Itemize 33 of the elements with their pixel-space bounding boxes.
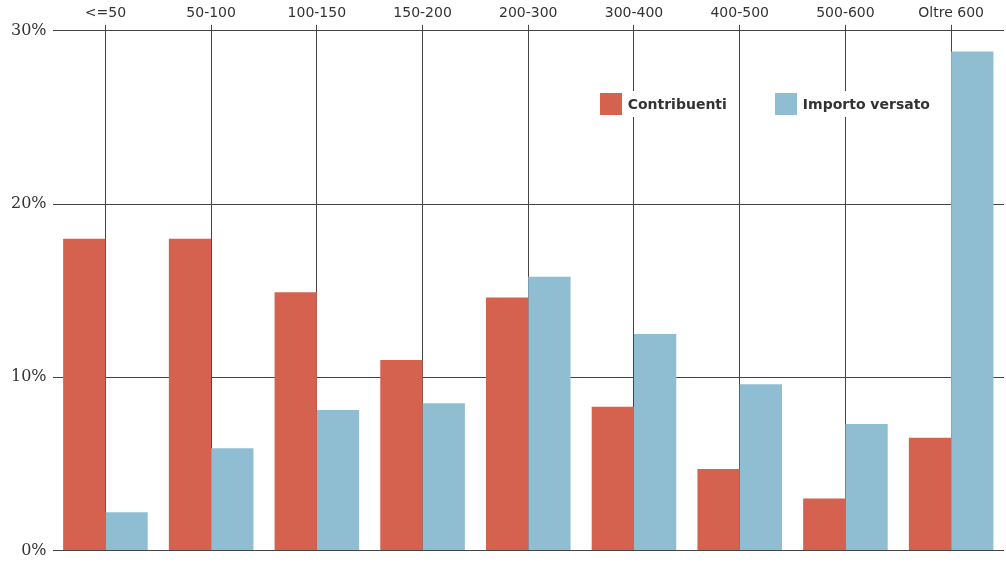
x-tick-label: 200-300	[499, 4, 558, 21]
y-tick-label: 10%	[11, 366, 47, 386]
bar	[316, 410, 360, 550]
bar	[634, 333, 677, 550]
bar	[486, 297, 529, 550]
y-tick-label: 20%	[11, 193, 47, 213]
y-tick-label: 30%	[11, 19, 47, 39]
x-tick-label: 150-200	[393, 4, 452, 21]
bar	[803, 498, 846, 550]
bar	[105, 512, 148, 550]
bar	[528, 276, 571, 550]
bar	[380, 359, 423, 550]
x-tick-label: 400-500	[710, 4, 769, 21]
x-tick-label: 500-600	[816, 4, 875, 21]
x-tick-label: <=50	[84, 4, 127, 21]
bar	[739, 384, 782, 550]
x-tick-label: 50-100	[186, 4, 236, 21]
bar	[63, 238, 106, 550]
bar	[168, 238, 212, 550]
bar	[591, 406, 634, 550]
x-tick-label: 300-400	[604, 4, 664, 21]
y-tick-label: 0%	[21, 539, 47, 559]
bar	[422, 403, 465, 550]
x-tick-label: Oltre 600	[918, 4, 984, 21]
x-tick-label: 100-150	[287, 4, 347, 21]
bar	[697, 469, 740, 550]
bar	[908, 437, 952, 550]
bar	[211, 448, 254, 550]
bar	[845, 423, 888, 550]
legend-label: Importo versato	[802, 95, 930, 112]
legend-label: Contribuenti	[627, 95, 727, 112]
bar	[274, 292, 317, 550]
bar	[951, 51, 994, 550]
